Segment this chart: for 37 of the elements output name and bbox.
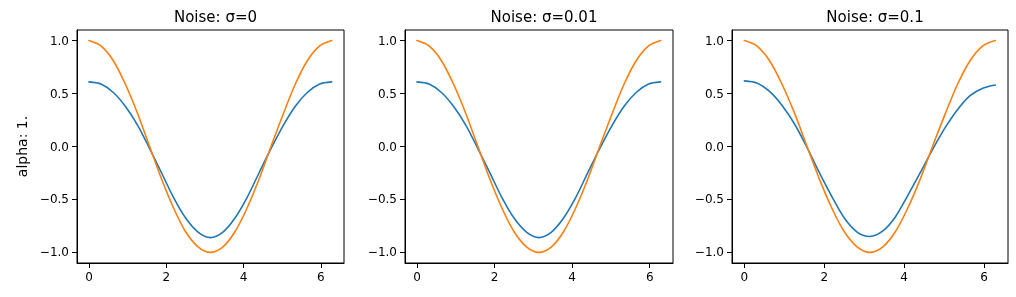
chart-title: Noise: σ=0.1 (826, 7, 924, 26)
x-tick-label: 2 (490, 270, 499, 284)
line-series (416, 39, 662, 254)
x-tick-label: 2 (162, 270, 171, 284)
x-tick-label: 0 (740, 270, 749, 284)
y-tick-label: 1.0 (704, 33, 724, 48)
y-tick-label: 0.0 (704, 139, 724, 154)
line-series (743, 39, 997, 254)
y-tick-label: −1.0 (39, 245, 69, 260)
y-tick-label: 0.0 (49, 139, 69, 154)
x-tick-label: 6 (317, 270, 325, 284)
y-tick-label: −1.0 (694, 245, 724, 260)
x-tick-label: 2 (820, 270, 829, 284)
y-tick-label: 0.5 (377, 86, 397, 101)
line-series (88, 39, 333, 254)
y-tick-label: −1.0 (367, 245, 397, 260)
x-tick-label: 6 (980, 270, 988, 284)
x-tick-label: 4 (239, 270, 248, 284)
y-tick-label: −0.5 (694, 192, 724, 207)
x-tick-label: 4 (568, 270, 576, 284)
line-series (743, 80, 997, 238)
y-tick-label: 1.0 (377, 33, 397, 48)
y-tick-label: 0.0 (377, 139, 397, 154)
x-tick-label: 6 (645, 270, 654, 284)
chart-title: Noise: σ=0 (173, 7, 258, 26)
x-tick-label: 0 (85, 270, 93, 284)
x-tick-label: 4 (900, 270, 908, 284)
y-tick-label: −0.5 (39, 192, 69, 207)
y-tick-label: 0.5 (49, 86, 69, 101)
y-tick-label: 1.0 (49, 33, 69, 48)
chart-title: Noise: σ=0.01 (490, 7, 598, 26)
x-tick-label: 0 (413, 270, 421, 284)
y-tick-label: −0.5 (367, 192, 397, 207)
y-axis-title: alpha: 1. (13, 115, 30, 178)
line-series (416, 81, 662, 239)
y-tick-label: 0.5 (704, 86, 724, 101)
line-series (88, 81, 333, 239)
